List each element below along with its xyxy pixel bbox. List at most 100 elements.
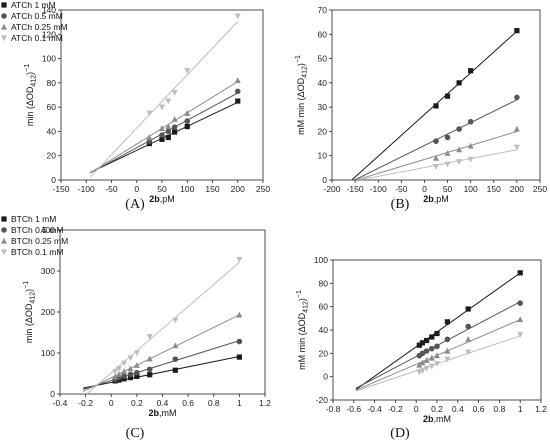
y-tick-label: 300 <box>41 266 55 276</box>
data-point <box>127 355 134 362</box>
x-tick-label: 1.2 <box>535 404 547 414</box>
data-point <box>172 317 179 324</box>
data-point <box>235 98 241 104</box>
y-axis-label-paren: ) <box>297 298 307 301</box>
y-axis-label-sub: 412 <box>30 292 37 304</box>
x-axis-label: 2b,mM <box>148 408 176 418</box>
legend-marker <box>1 2 7 8</box>
data-point <box>172 356 179 362</box>
series-1 <box>355 270 523 390</box>
data-point <box>444 161 451 168</box>
series-1 <box>82 354 242 389</box>
data-point <box>165 128 172 135</box>
data-point <box>146 134 153 141</box>
y-tick-label: -20 <box>316 395 329 405</box>
data-point <box>121 360 128 367</box>
chart-panel-d: -0.8 -0.6 -0.4 -0.2 0 0.2 0.4 0.6 0.8 1 1.2 -20 0 20 4… <box>296 255 547 441</box>
data-point <box>184 118 191 124</box>
y-axis-label-sup: −1 <box>23 281 30 289</box>
series-2 <box>353 94 520 180</box>
series-4 <box>355 332 524 392</box>
y-axis-label-main: min (ΔOD <box>25 86 35 126</box>
x-tick-label: 0.2 <box>431 404 443 414</box>
data-point <box>115 371 122 377</box>
data-point <box>434 343 440 350</box>
data-point <box>444 319 450 325</box>
data-point <box>134 373 140 379</box>
x-tick-label: 1.2 <box>259 398 271 408</box>
x-axis-label: 2b,pM <box>149 194 175 204</box>
y-tick-label: 60 <box>47 102 57 112</box>
data-point <box>456 126 462 132</box>
y-tick-label: 50 <box>318 54 328 64</box>
y-tick-label: 100 <box>42 54 56 64</box>
data-point <box>115 365 122 372</box>
legend-marker <box>1 13 7 19</box>
y-tick-label: 80 <box>47 78 57 88</box>
x-tick-label: -200 <box>323 184 340 194</box>
y-tick-label: 40 <box>318 78 328 88</box>
y-tick-label: 20 <box>47 151 57 161</box>
data-point <box>433 164 439 170</box>
x-tick-label: 50 <box>157 184 167 194</box>
data-point <box>514 28 520 34</box>
x-axis-label-unit: ,mM <box>159 408 177 418</box>
y-tick-label: 100 <box>314 255 328 265</box>
data-point <box>419 368 426 375</box>
fit-line <box>354 130 518 180</box>
legend-marker <box>1 249 7 256</box>
data-point <box>172 342 179 349</box>
x-tick-label: 0.4 <box>452 404 464 414</box>
x-tick-label: 0.8 <box>493 404 505 414</box>
data-point <box>146 334 153 340</box>
x-tick-label: -100 <box>78 184 95 194</box>
data-point <box>171 124 178 130</box>
y-tick-label: 40 <box>319 325 329 335</box>
x-axis-label-bold: 2b <box>148 408 159 418</box>
plot-frame <box>331 9 541 181</box>
y-axis-label: mM min (ΔOD412)−1 <box>296 290 310 370</box>
data-point <box>121 376 127 382</box>
x-tick-label: 150 <box>205 184 219 194</box>
data-point <box>172 129 178 135</box>
data-point <box>184 123 190 130</box>
data-point <box>419 359 426 366</box>
data-point <box>517 270 523 276</box>
series-3 <box>90 77 241 174</box>
y-tick-label: 140 <box>42 5 56 15</box>
data-point <box>159 136 165 142</box>
series-4 <box>85 256 243 394</box>
x-axis-label-bold: 2b <box>149 194 160 204</box>
series-2 <box>90 88 241 174</box>
panel-label: (D) <box>390 426 410 441</box>
data-point <box>146 110 153 117</box>
data-point <box>444 347 451 354</box>
series-1 <box>90 98 241 173</box>
x-tick-label: 0 <box>109 398 114 408</box>
data-point <box>165 134 171 141</box>
data-point <box>465 349 472 356</box>
legend-marker <box>1 237 7 244</box>
data-point <box>444 93 451 99</box>
y-axis-label-sub: 412 <box>31 75 38 87</box>
data-point <box>424 337 430 344</box>
x-axis-label-unit: ,pM <box>160 194 175 204</box>
x-tick-label: 50 <box>443 184 453 194</box>
data-point <box>171 116 178 122</box>
legend-label: BTCh 0.5 mM <box>11 225 63 235</box>
legend-label: ATCh 0.25 mM <box>11 22 68 32</box>
y-axis-label-main: min (ΔOD <box>24 303 34 343</box>
y-tick-label: 200 <box>41 307 55 317</box>
fit-line <box>89 21 239 178</box>
data-point <box>444 336 451 343</box>
panel-label: (B) <box>391 197 410 212</box>
data-point <box>465 306 471 312</box>
x-tick-label: 0 <box>414 404 419 414</box>
y-axis-label-sub: 412 <box>302 66 309 78</box>
x-tick-label: 250 <box>533 184 547 194</box>
y-axis-label-sub: 412 <box>303 301 310 313</box>
y-tick-label: 400 <box>41 225 55 235</box>
x-tick-label: -0.6 <box>346 404 361 414</box>
fit-line <box>82 314 240 393</box>
